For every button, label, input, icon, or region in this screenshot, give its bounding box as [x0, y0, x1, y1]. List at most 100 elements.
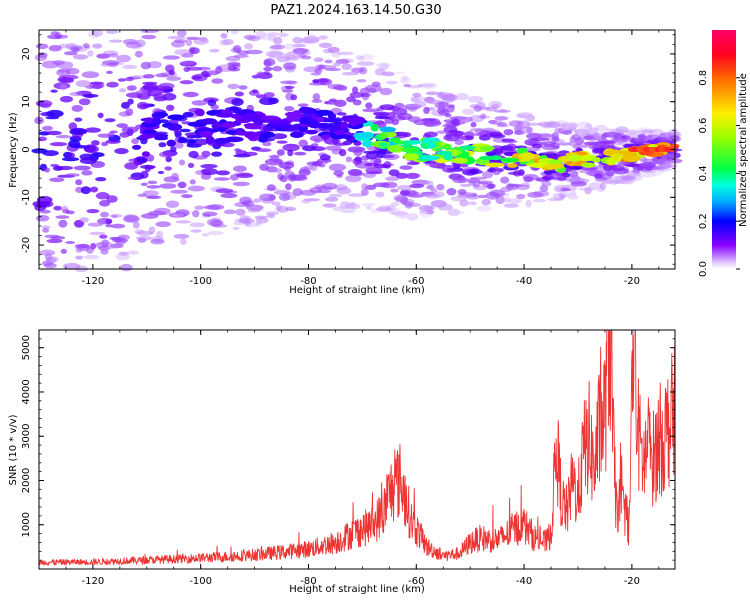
heatmap-cell	[385, 80, 398, 85]
heatmap-cell	[233, 54, 249, 58]
heatmap-cell	[75, 179, 83, 186]
heatmap-cell	[508, 198, 522, 204]
heatmap-cell	[522, 174, 539, 181]
heatmap-y-tick-label: 20	[21, 48, 32, 61]
heatmap-cell	[446, 188, 457, 196]
heatmap-cell	[145, 195, 162, 199]
heatmap-cell	[162, 55, 180, 60]
heatmap-cell	[460, 145, 476, 151]
heatmap-cell	[373, 164, 391, 169]
heatmap-cell	[359, 66, 368, 75]
heatmap-cell	[507, 163, 518, 168]
heatmap-cell	[396, 185, 412, 191]
heatmap-cell	[425, 91, 439, 96]
heatmap-cell	[423, 206, 436, 211]
heatmap-cell	[411, 179, 430, 186]
heatmap-cell	[53, 205, 62, 211]
heatmap-cell	[484, 162, 505, 168]
heatmap-cell	[506, 143, 517, 152]
heatmap-cell	[73, 54, 89, 60]
heatmap-cell	[278, 32, 289, 38]
heatmap-cell	[578, 187, 596, 192]
heatmap-cell	[89, 81, 105, 89]
heatmap-cell	[340, 209, 356, 213]
heatmap-cell	[170, 189, 188, 194]
heatmap-cell	[355, 54, 362, 61]
heatmap-cell	[109, 39, 123, 43]
heatmap-cell	[363, 150, 379, 154]
heatmap-cell	[328, 193, 343, 198]
heatmap-cell	[115, 253, 130, 261]
heatmap-x-tick-label: -60	[408, 276, 424, 287]
heatmap-cell	[144, 117, 155, 124]
heatmap-cell	[283, 62, 297, 70]
heatmap-cell	[370, 124, 379, 132]
heatmap-cell	[344, 202, 360, 210]
heatmap-cell	[156, 230, 164, 239]
heatmap-cell	[73, 165, 91, 171]
heatmap-cell	[139, 134, 153, 140]
snr-y-tick-label: 4000	[21, 379, 32, 404]
heatmap-cell	[243, 43, 254, 50]
heatmap-cell	[187, 121, 208, 127]
heatmap-cell	[276, 140, 288, 144]
heatmap-cell	[57, 77, 74, 83]
heatmap-cell	[502, 139, 518, 144]
heatmap-cell	[177, 137, 188, 143]
heatmap-cell	[412, 92, 422, 98]
heatmap-cell	[457, 193, 473, 198]
heatmap-cell	[468, 201, 477, 206]
heatmap-cell	[238, 218, 255, 224]
heatmap-cell	[287, 149, 294, 157]
heatmap-cell	[539, 141, 557, 146]
heatmap-cell	[266, 213, 275, 218]
heatmap-cell	[99, 200, 111, 207]
heatmap-cell	[485, 151, 497, 157]
heatmap-cell	[456, 211, 465, 215]
heatmap-cell	[187, 185, 205, 192]
heatmap-cell	[360, 189, 369, 196]
heatmap-cell	[192, 210, 200, 218]
heatmap-cell	[311, 99, 323, 103]
heatmap-cell	[581, 162, 596, 168]
heatmap-cell	[593, 173, 603, 179]
colorbar-tick-label: 0.8	[698, 70, 709, 86]
heatmap-cell	[329, 98, 337, 103]
heatmap-cell	[165, 200, 180, 208]
heatmap-cell	[569, 190, 577, 196]
heatmap-cell	[84, 127, 101, 133]
heatmap-cell	[542, 163, 561, 170]
heatmap-cell	[324, 59, 333, 64]
heatmap-cell	[259, 193, 276, 202]
heatmap-cell	[106, 195, 118, 203]
heatmap-cell	[200, 164, 218, 169]
heatmap-cell	[231, 98, 244, 106]
heatmap-cell	[624, 129, 641, 135]
heatmap-x-axis-label: Height of straight line (km)	[289, 285, 425, 296]
heatmap-cell	[154, 136, 169, 141]
heatmap-cell	[387, 144, 405, 153]
snr-y-tick-label: 3000	[21, 423, 32, 448]
heatmap-x-tick-label: -40	[516, 276, 532, 287]
heatmap-cell	[140, 170, 149, 179]
heatmap-cell	[109, 130, 118, 134]
heatmap-cell	[179, 128, 191, 133]
heatmap-cell	[346, 96, 356, 103]
heatmap-cell	[95, 177, 107, 182]
heatmap-cell	[282, 125, 297, 132]
heatmap-cell	[142, 129, 157, 135]
heatmap-cell	[193, 37, 209, 45]
heatmap-cell	[585, 122, 593, 129]
heatmap-cell	[459, 183, 472, 187]
heatmap-cell	[285, 183, 292, 191]
heatmap-cell	[284, 85, 295, 90]
heatmap-cell	[168, 212, 187, 218]
heatmap-cell	[332, 206, 346, 211]
heatmap-cell	[75, 246, 83, 253]
heatmap-cell	[207, 231, 224, 235]
heatmap-cell	[599, 182, 607, 190]
heatmap-cell	[259, 163, 269, 171]
heatmap-cell	[525, 122, 543, 126]
heatmap-cell	[397, 112, 413, 121]
